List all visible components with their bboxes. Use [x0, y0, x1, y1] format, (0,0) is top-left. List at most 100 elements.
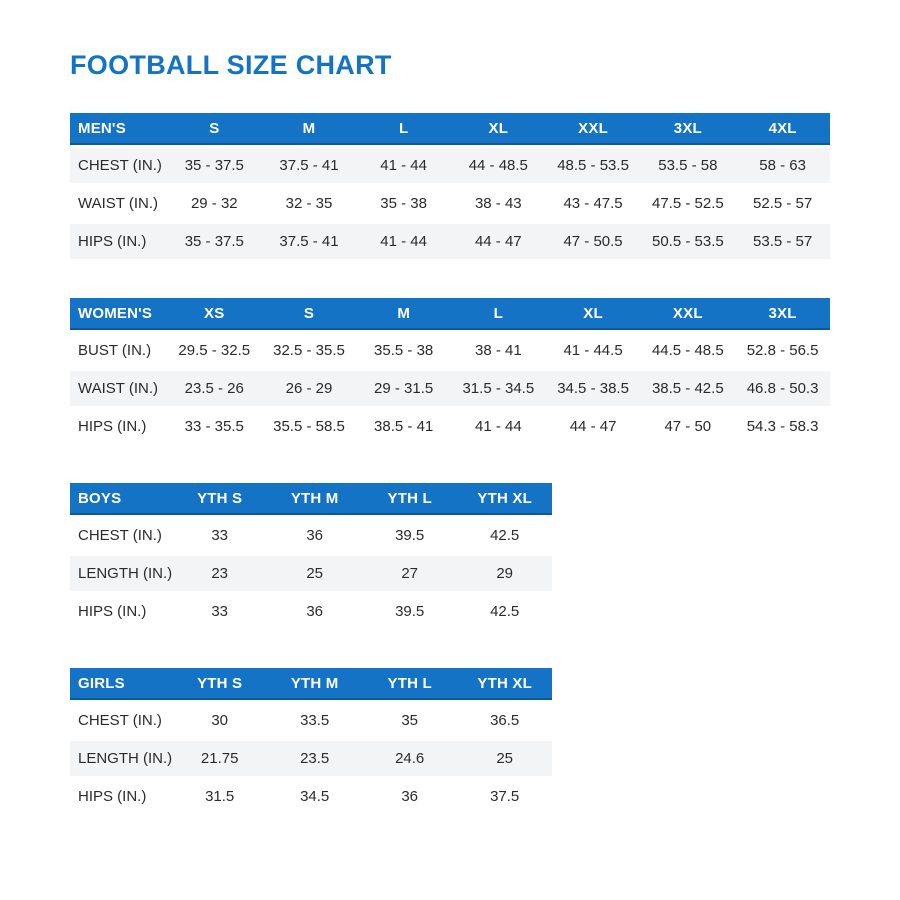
- value-cell: 37.5: [457, 779, 553, 814]
- size-header-cell: L: [356, 113, 451, 145]
- value-cell: 24.6: [362, 741, 458, 776]
- measurement-row: BUST (IN.) 29.5 - 32.5 32.5 - 35.5 35.5 - 3…: [70, 333, 830, 368]
- value-cell: 31.5: [172, 779, 268, 814]
- header-row: GIRLS YTH S YTH M YTH L YTH XL: [70, 668, 553, 700]
- value-cell: 21.75: [172, 741, 268, 776]
- row-label: WAIST (IN.): [70, 371, 167, 406]
- size-header-cell: L: [450, 298, 546, 330]
- size-chart-page: FOOTBALL SIZE CHART MEN'S S M L XL XXL 3XL 4XL C…: [70, 50, 830, 817]
- row-label: CHEST (IN.): [70, 148, 167, 183]
- value-cell: 41 - 44.5: [545, 333, 641, 368]
- value-cell: 46.8 - 50.3: [735, 371, 830, 406]
- size-header-cell: 3XL: [640, 113, 736, 145]
- size-header-cell: 4XL: [735, 113, 830, 145]
- size-header-cell: 3XL: [735, 298, 830, 330]
- size-header-cell: YTH XL: [457, 483, 553, 515]
- value-cell: 33: [172, 594, 268, 629]
- value-cell: 35.5 - 58.5: [261, 409, 357, 444]
- value-cell: 35.5 - 38: [356, 333, 451, 368]
- value-cell: 37.5 - 41: [261, 148, 357, 183]
- value-cell: 53.5 - 57: [735, 224, 830, 259]
- measurement-row: LENGTH (IN.) 21.75 23.5 24.6 25: [70, 741, 553, 776]
- size-table-mens: MEN'S S M L XL XXL 3XL 4XL CHEST (IN.) 35 - 37.5 3…: [70, 110, 830, 262]
- size-header-cell: XXL: [545, 113, 641, 145]
- value-cell: 33 - 35.5: [166, 409, 262, 444]
- size-header-cell: YTH S: [172, 483, 268, 515]
- value-cell: 29.5 - 32.5: [166, 333, 262, 368]
- row-label: HIPS (IN.): [70, 594, 173, 629]
- value-cell: 37.5 - 41: [261, 224, 357, 259]
- size-tables-container: MEN'S S M L XL XXL 3XL 4XL CHEST (IN.) 35 - 37.5 3…: [70, 110, 830, 817]
- value-cell: 43 - 47.5: [545, 186, 641, 221]
- size-header-cell: M: [261, 113, 357, 145]
- value-cell: 35 - 38: [356, 186, 451, 221]
- value-cell: 32.5 - 35.5: [261, 333, 357, 368]
- size-header-cell: YTH XL: [457, 668, 553, 700]
- value-cell: 25: [267, 556, 363, 591]
- value-cell: 23: [172, 556, 268, 591]
- row-label: LENGTH (IN.): [70, 741, 173, 776]
- table-title-cell: WOMEN'S: [70, 298, 167, 330]
- value-cell: 58 - 63: [735, 148, 830, 183]
- measurement-row: HIPS (IN.) 33 36 39.5 42.5: [70, 594, 553, 629]
- value-cell: 41 - 44: [356, 224, 451, 259]
- value-cell: 52.8 - 56.5: [735, 333, 830, 368]
- row-label: LENGTH (IN.): [70, 556, 173, 591]
- value-cell: 30: [172, 703, 268, 738]
- measurement-row: WAIST (IN.) 23.5 - 26 26 - 29 29 - 31.5 31.5…: [70, 371, 830, 406]
- value-cell: 38 - 43: [450, 186, 546, 221]
- value-cell: 41 - 44: [356, 148, 451, 183]
- size-header-cell: S: [166, 113, 262, 145]
- measurement-row: LENGTH (IN.) 23 25 27 29: [70, 556, 553, 591]
- measurement-row: CHEST (IN.) 33 36 39.5 42.5: [70, 518, 553, 553]
- row-label: HIPS (IN.): [70, 224, 167, 259]
- value-cell: 39.5: [362, 518, 458, 553]
- value-cell: 34.5: [267, 779, 363, 814]
- size-table-womens: WOMEN'S XS S M L XL XXL 3XL BUST (IN.) 29.5 - 32.…: [70, 295, 830, 447]
- table-title-cell: GIRLS: [70, 668, 173, 700]
- measurement-row: WAIST (IN.) 29 - 32 32 - 35 35 - 38 38 - 43 4…: [70, 186, 830, 221]
- row-label: HIPS (IN.): [70, 779, 173, 814]
- size-header-cell: XL: [545, 298, 641, 330]
- value-cell: 48.5 - 53.5: [545, 148, 641, 183]
- size-header-cell: YTH L: [362, 483, 458, 515]
- value-cell: 29 - 31.5: [356, 371, 451, 406]
- size-header-cell: YTH M: [267, 668, 363, 700]
- measurement-row: HIPS (IN.) 31.5 34.5 36 37.5: [70, 779, 553, 814]
- value-cell: 38 - 41: [450, 333, 546, 368]
- header-row: WOMEN'S XS S M L XL XXL 3XL: [70, 298, 830, 330]
- value-cell: 35 - 37.5: [166, 224, 262, 259]
- value-cell: 27: [362, 556, 458, 591]
- value-cell: 36: [267, 518, 363, 553]
- value-cell: 33.5: [267, 703, 363, 738]
- size-header-cell: XXL: [640, 298, 736, 330]
- value-cell: 50.5 - 53.5: [640, 224, 736, 259]
- header-row: BOYS YTH S YTH M YTH L YTH XL: [70, 483, 553, 515]
- value-cell: 52.5 - 57: [735, 186, 830, 221]
- value-cell: 41 - 44: [450, 409, 546, 444]
- value-cell: 38.5 - 41: [356, 409, 451, 444]
- value-cell: 36.5: [457, 703, 553, 738]
- table-title-cell: BOYS: [70, 483, 173, 515]
- row-label: HIPS (IN.): [70, 409, 167, 444]
- value-cell: 35: [362, 703, 458, 738]
- measurement-row: CHEST (IN.) 35 - 37.5 37.5 - 41 41 - 44 44 -…: [70, 148, 830, 183]
- value-cell: 23.5: [267, 741, 363, 776]
- value-cell: 35 - 37.5: [166, 148, 262, 183]
- row-label: WAIST (IN.): [70, 186, 167, 221]
- size-header-cell: YTH M: [267, 483, 363, 515]
- table-title-cell: MEN'S: [70, 113, 167, 145]
- row-label: CHEST (IN.): [70, 703, 173, 738]
- value-cell: 29: [457, 556, 553, 591]
- value-cell: 32 - 35: [261, 186, 357, 221]
- size-header-cell: M: [356, 298, 451, 330]
- size-header-cell: XS: [166, 298, 262, 330]
- measurement-row: HIPS (IN.) 35 - 37.5 37.5 - 41 41 - 44 44 - …: [70, 224, 830, 259]
- value-cell: 42.5: [457, 594, 553, 629]
- value-cell: 44.5 - 48.5: [640, 333, 736, 368]
- value-cell: 33: [172, 518, 268, 553]
- value-cell: 34.5 - 38.5: [545, 371, 641, 406]
- value-cell: 47.5 - 52.5: [640, 186, 736, 221]
- page-title: FOOTBALL SIZE CHART: [70, 50, 392, 80]
- value-cell: 25: [457, 741, 553, 776]
